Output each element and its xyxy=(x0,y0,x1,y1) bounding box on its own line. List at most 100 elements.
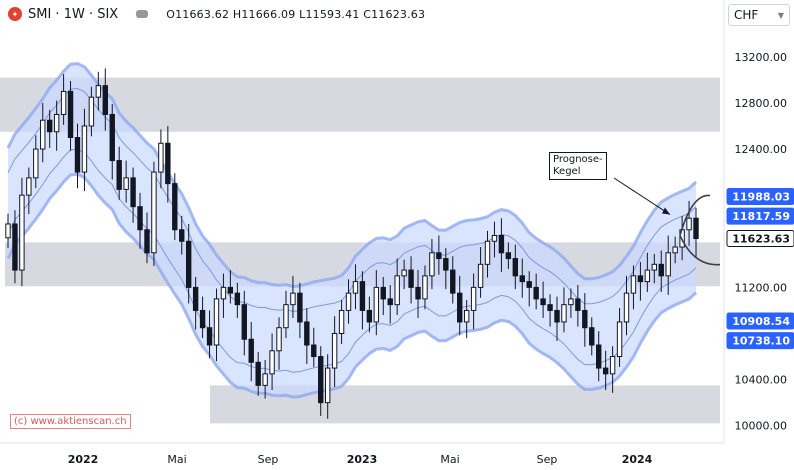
candle[interactable] xyxy=(165,125,171,203)
candle[interactable] xyxy=(199,296,206,339)
prognose-annotation[interactable]: Prognose- Kegel xyxy=(549,152,607,180)
candle[interactable] xyxy=(318,346,324,416)
candle[interactable] xyxy=(137,192,143,249)
candle[interactable] xyxy=(644,252,651,292)
candle[interactable] xyxy=(429,238,435,290)
candle[interactable] xyxy=(81,108,88,192)
candle[interactable] xyxy=(123,160,129,203)
candle[interactable] xyxy=(401,259,407,290)
candle[interactable] xyxy=(616,308,623,367)
candle[interactable] xyxy=(575,285,581,327)
candle[interactable] xyxy=(130,167,136,223)
candle[interactable] xyxy=(26,167,32,215)
candle[interactable] xyxy=(19,177,25,287)
candle[interactable] xyxy=(297,282,303,339)
candle[interactable] xyxy=(276,317,282,370)
candle[interactable] xyxy=(568,288,574,318)
candle[interactable] xyxy=(234,282,241,318)
candle[interactable] xyxy=(651,253,658,284)
candle[interactable] xyxy=(672,236,678,264)
candle[interactable] xyxy=(33,135,39,189)
candle[interactable] xyxy=(519,258,525,298)
symbol-label[interactable]: SMI · 1W · SIX xyxy=(28,6,119,22)
candle[interactable] xyxy=(477,247,484,298)
candle[interactable] xyxy=(450,256,456,304)
candle[interactable] xyxy=(220,273,227,318)
candle[interactable] xyxy=(484,230,491,278)
candle[interactable] xyxy=(596,331,602,382)
candle[interactable] xyxy=(526,271,532,307)
candle[interactable] xyxy=(373,270,380,336)
candle[interactable] xyxy=(561,287,567,333)
candle[interactable] xyxy=(491,221,498,258)
candle[interactable] xyxy=(505,242,512,269)
candle[interactable] xyxy=(192,277,199,330)
candle[interactable] xyxy=(582,293,588,347)
candle[interactable] xyxy=(387,285,393,324)
candle[interactable] xyxy=(5,213,11,249)
candle[interactable] xyxy=(109,104,115,180)
currency-selector[interactable]: CHF ▼ xyxy=(728,4,790,26)
candle[interactable] xyxy=(463,300,470,339)
candle[interactable] xyxy=(665,235,671,295)
candle[interactable] xyxy=(241,290,247,356)
candle[interactable] xyxy=(380,277,386,316)
candle[interactable] xyxy=(609,346,616,393)
candle[interactable] xyxy=(554,296,560,341)
candle[interactable] xyxy=(533,273,539,310)
candle[interactable] xyxy=(422,265,428,310)
candle[interactable] xyxy=(158,129,164,189)
candle[interactable] xyxy=(304,308,310,365)
candle[interactable] xyxy=(602,350,609,390)
candle[interactable] xyxy=(630,265,637,310)
candle[interactable] xyxy=(95,71,102,111)
candle[interactable] xyxy=(179,215,185,255)
candle[interactable] xyxy=(46,109,53,148)
eye-icon[interactable] xyxy=(136,10,149,18)
candle[interactable] xyxy=(60,74,67,125)
candle[interactable] xyxy=(693,207,699,258)
candle[interactable] xyxy=(470,273,477,330)
candle[interactable] xyxy=(331,316,338,388)
candle[interactable] xyxy=(359,271,366,330)
candle[interactable] xyxy=(116,146,122,200)
candle[interactable] xyxy=(102,68,108,131)
candle[interactable] xyxy=(144,212,150,264)
candle[interactable] xyxy=(53,100,60,151)
candle[interactable] xyxy=(338,300,345,344)
candle[interactable] xyxy=(658,250,664,292)
candle[interactable] xyxy=(185,223,192,304)
candle[interactable] xyxy=(206,310,213,359)
candle[interactable] xyxy=(394,258,400,316)
candle[interactable] xyxy=(151,161,157,267)
candle[interactable] xyxy=(12,210,18,284)
candle[interactable] xyxy=(540,281,546,318)
candle[interactable] xyxy=(443,248,449,290)
candle[interactable] xyxy=(213,288,220,362)
candle[interactable] xyxy=(40,102,46,163)
candle[interactable] xyxy=(547,294,553,327)
candle[interactable] xyxy=(88,86,95,137)
candle[interactable] xyxy=(324,354,331,419)
candle[interactable] xyxy=(589,317,595,356)
candle[interactable] xyxy=(686,200,692,246)
candle[interactable] xyxy=(283,290,289,339)
candle[interactable] xyxy=(227,270,234,304)
candle[interactable] xyxy=(457,275,463,336)
candle[interactable] xyxy=(637,262,644,301)
candle[interactable] xyxy=(262,360,268,399)
candle[interactable] xyxy=(512,244,519,290)
candle[interactable] xyxy=(415,270,421,318)
candle[interactable] xyxy=(436,235,442,275)
candle[interactable] xyxy=(498,218,505,272)
candle[interactable] xyxy=(623,275,630,336)
candle[interactable] xyxy=(345,279,352,324)
candle[interactable] xyxy=(290,275,296,318)
candle[interactable] xyxy=(269,333,275,390)
candle[interactable] xyxy=(172,173,178,241)
candle[interactable] xyxy=(366,296,373,333)
candle[interactable] xyxy=(74,123,81,189)
candle[interactable] xyxy=(311,327,317,367)
candle[interactable] xyxy=(255,351,261,396)
